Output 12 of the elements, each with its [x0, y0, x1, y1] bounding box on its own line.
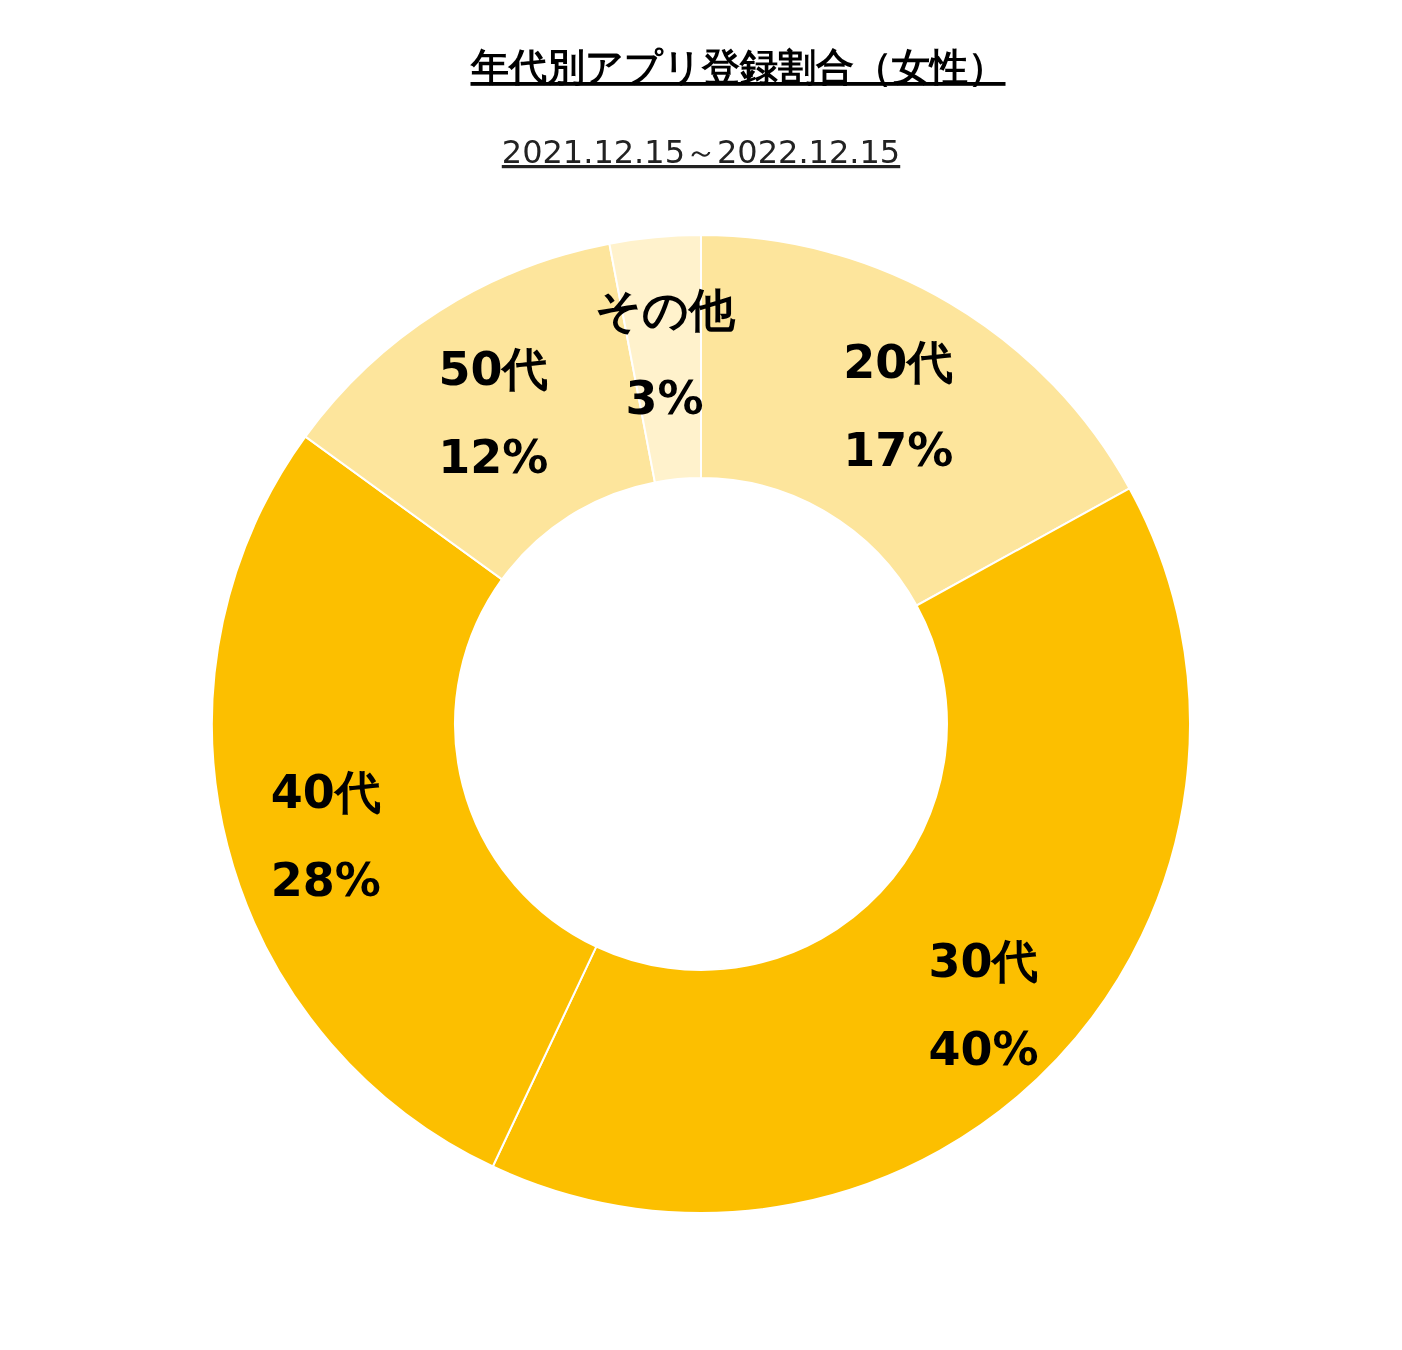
- slice-label: 30代: [928, 934, 1039, 989]
- slice-label: その他: [594, 283, 736, 338]
- data-label: 40%: [928, 1022, 1039, 1077]
- slice-label: 20代: [843, 335, 954, 390]
- chart-subtitle: 2021.12.15～2022.12.15: [501, 133, 901, 171]
- data-label: 28%: [270, 853, 381, 908]
- data-label: 17%: [843, 423, 954, 478]
- chart-title: 年代別アプリ登録割合（女性）: [469, 45, 1006, 89]
- slice-label: 50代: [438, 341, 549, 396]
- slice-label: 40代: [270, 765, 381, 820]
- data-label: 12%: [438, 429, 549, 484]
- data-label: 3%: [625, 371, 704, 426]
